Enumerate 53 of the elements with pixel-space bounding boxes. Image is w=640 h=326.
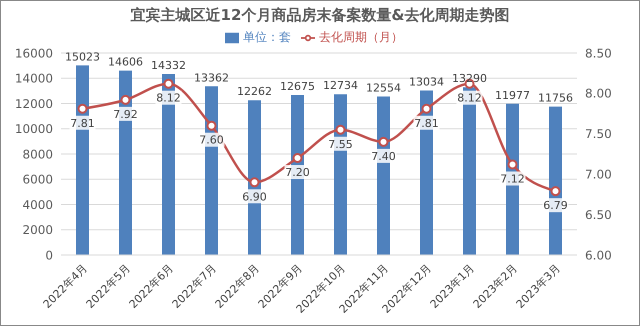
data-label: 12554 — [366, 82, 401, 95]
point — [550, 186, 560, 196]
point — [120, 94, 130, 105]
legend-label: 去化周期（月） — [319, 30, 403, 44]
y-tick-label: 6000 — [22, 172, 53, 187]
data-label: 7.81 — [414, 116, 439, 130]
y-tick-label: 14000 — [14, 72, 53, 86]
data-label: 14606 — [108, 56, 143, 69]
point — [78, 104, 88, 114]
data-label: 8.12 — [457, 92, 482, 105]
data-label: 7.12 — [500, 172, 525, 186]
y-tick-label: 12000 — [14, 96, 53, 111]
data-label: 7.40 — [371, 150, 396, 163]
y2-tick-label: 7.50 — [585, 127, 612, 142]
point — [336, 124, 346, 135]
data-label: 11977 — [495, 88, 530, 102]
y-tick-label: 0 — [45, 248, 53, 262]
data-label: 13034 — [409, 75, 444, 88]
point — [292, 153, 302, 164]
y2-tick-label: 8.50 — [585, 46, 612, 60]
chart-title: 宜宾主城区近12个月商品房末备案数量&去化周期走势图 — [130, 6, 510, 25]
y2-tick-label: 8.00 — [585, 86, 612, 101]
data-label: 8.12 — [156, 92, 181, 105]
data-label: 7.92 — [113, 108, 138, 121]
data-label: 7.55 — [328, 138, 353, 151]
data-label: 11756 — [538, 92, 573, 105]
data-label: 12734 — [323, 79, 358, 92]
y2-tick-label: 6.00 — [585, 248, 612, 262]
point — [422, 104, 432, 114]
y-tick-label: 16000 — [14, 46, 53, 60]
point — [250, 177, 260, 188]
data-label: 14332 — [151, 59, 186, 72]
data-label: 15023 — [65, 50, 100, 64]
data-label: 13290 — [452, 72, 487, 86]
y-tick-label: 4000 — [22, 198, 53, 212]
point — [508, 160, 518, 170]
data-label: 7.60 — [199, 134, 224, 147]
data-label: 7.20 — [285, 166, 310, 180]
data-label: 12262 — [237, 85, 272, 98]
point — [164, 78, 174, 89]
y2-tick-label: 7.00 — [585, 167, 612, 182]
data-label: 6.79 — [543, 199, 568, 212]
data-label: 13362 — [194, 71, 229, 84]
data-label: 12675 — [280, 80, 315, 93]
point — [378, 136, 388, 147]
legend-label: 单位：套 — [243, 30, 291, 44]
y-tick-label: 2000 — [22, 223, 53, 238]
y-tick-label: 8000 — [22, 147, 53, 162]
data-label: 7.81 — [70, 116, 95, 130]
data-label: 6.90 — [242, 190, 267, 204]
point — [206, 120, 216, 131]
y-tick-label: 10000 — [14, 122, 53, 136]
y2-tick-label: 6.50 — [585, 208, 612, 222]
